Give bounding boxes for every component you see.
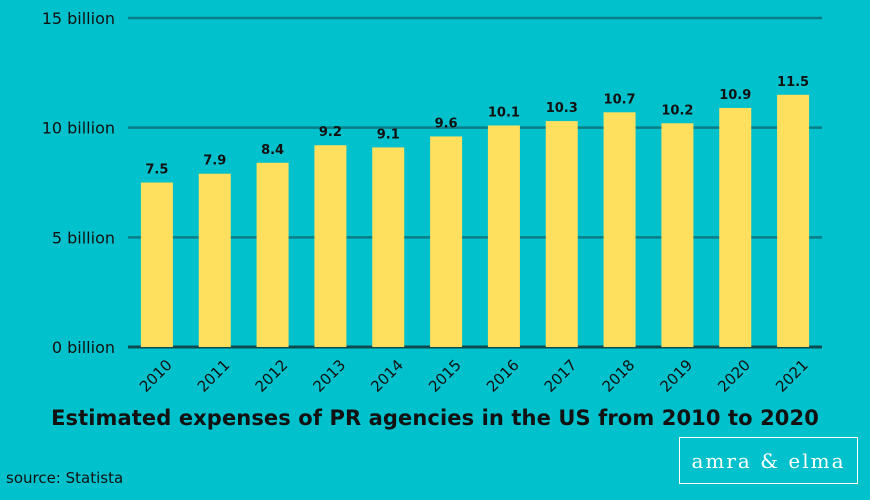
bar-2018 (603, 112, 636, 348)
data-label-2019: 10.2 (661, 103, 693, 118)
y-tick-label: 5 billion (52, 228, 115, 247)
x-axis-tick-labels: 2010 2011 2012 2013 2014 2015 2016 2017 2018 2019… (136, 356, 812, 396)
x-tick-label-2012: 2012 (252, 356, 292, 396)
data-label-2011: 7.9 (203, 154, 226, 169)
data-label-2014: 9.1 (377, 127, 400, 142)
source-note: source: Statista (6, 469, 124, 487)
bar-chart: 0 billion 5 billion 10 billion 15 billion 7… (42, 9, 822, 396)
data-label-2013: 9.2 (319, 125, 342, 140)
x-tick-label-2016: 2016 (483, 356, 523, 396)
bar-2016 (487, 125, 520, 348)
y-axis-tick-labels: 0 billion 5 billion 10 billion 15 billion (42, 9, 115, 357)
data-labels: 7.5 7.9 8.4 9.2 9.1 9.6 10.1 10.3 10.7 10.2 10.9 11… (145, 75, 809, 178)
bar-2011 (198, 173, 231, 347)
bar-2012 (256, 162, 289, 347)
x-tick-label-2015: 2015 (425, 356, 465, 396)
data-label-2020: 10.9 (719, 88, 751, 103)
data-label-2021: 11.5 (777, 75, 809, 90)
data-label-2017: 10.3 (546, 101, 578, 116)
bar-2019 (661, 123, 694, 347)
bar-2013 (314, 145, 347, 347)
data-label-2012: 8.4 (261, 143, 284, 158)
bar-2014 (372, 147, 405, 347)
data-label-2018: 10.7 (604, 92, 636, 107)
brand-logo[interactable]: amra & elma (679, 437, 858, 484)
x-tick-label-2017: 2017 (541, 356, 581, 396)
bar-2017 (545, 121, 578, 347)
x-tick-label-2021: 2021 (772, 356, 812, 396)
x-tick-label-2013: 2013 (309, 356, 349, 396)
y-tick-label: 15 billion (42, 9, 115, 28)
x-tick-label-2018: 2018 (599, 356, 639, 396)
x-tick-label-2020: 2020 (714, 356, 754, 396)
brand-logo-text: amra & elma (691, 448, 846, 473)
x-tick-label-2011: 2011 (194, 356, 234, 396)
bar-2021 (777, 94, 810, 348)
chart-title: Estimated expenses of PR agencies in the… (51, 406, 819, 430)
y-tick-label: 0 billion (52, 338, 115, 357)
x-tick-label-2014: 2014 (367, 356, 407, 396)
data-label-2016: 10.1 (488, 105, 520, 120)
bar-2020 (719, 107, 752, 347)
bar-2010 (140, 182, 173, 347)
bar-2015 (430, 136, 463, 347)
data-label-2015: 9.6 (435, 116, 458, 131)
y-tick-label: 10 billion (42, 119, 115, 138)
bars (140, 94, 810, 348)
x-tick-label-2010: 2010 (136, 356, 176, 396)
gridlines (128, 16, 822, 349)
data-label-2010: 7.5 (145, 163, 168, 178)
x-tick-label-2019: 2019 (656, 356, 696, 396)
